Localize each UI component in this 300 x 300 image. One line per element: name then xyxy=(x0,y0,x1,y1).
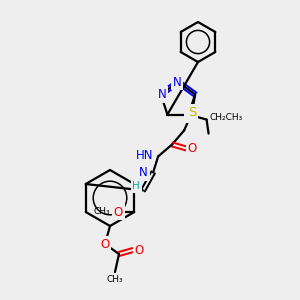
Text: HN: HN xyxy=(136,149,153,162)
Text: CH₃: CH₃ xyxy=(94,208,110,217)
Text: O: O xyxy=(134,244,144,256)
Text: H: H xyxy=(132,182,140,191)
Text: O: O xyxy=(100,238,109,250)
Text: S: S xyxy=(188,106,196,119)
Text: N: N xyxy=(186,108,195,121)
Text: CH₂CH₃: CH₂CH₃ xyxy=(210,113,243,122)
Text: N: N xyxy=(172,76,182,88)
Text: N: N xyxy=(140,166,148,179)
Text: O: O xyxy=(114,206,123,218)
Text: O: O xyxy=(188,142,197,155)
Text: N: N xyxy=(158,88,166,101)
Text: CH₃: CH₃ xyxy=(107,275,123,284)
